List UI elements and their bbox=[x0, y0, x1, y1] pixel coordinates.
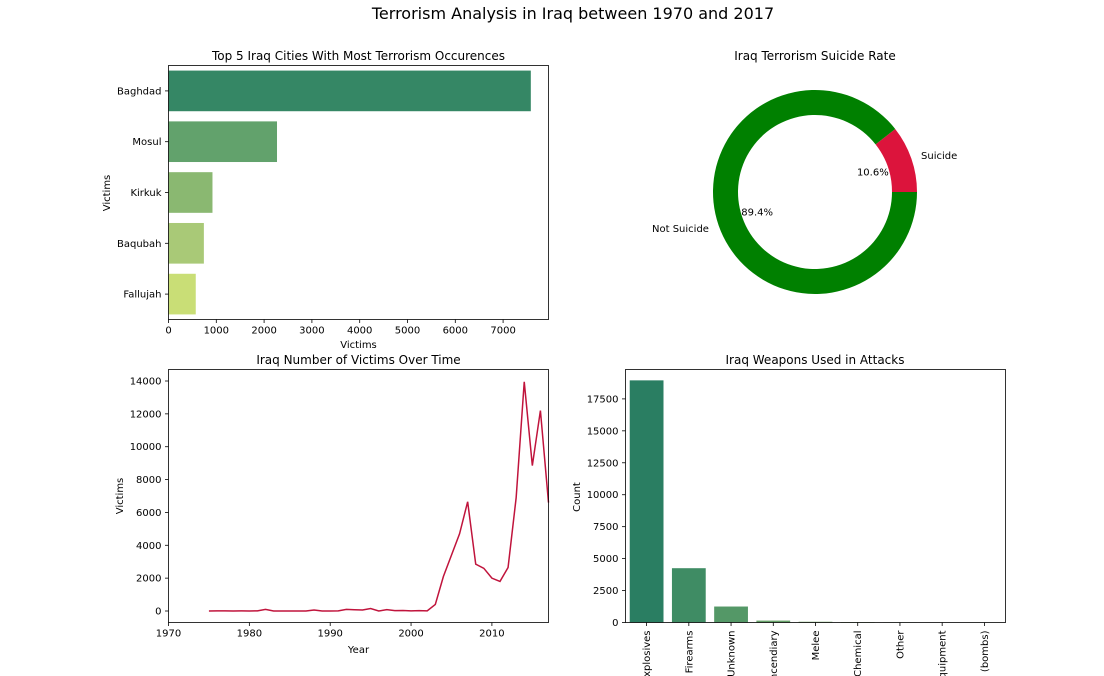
weapon-label: Equipment bbox=[938, 630, 949, 676]
donut-label: Not Suicide bbox=[652, 224, 709, 235]
donut-label: Suicide bbox=[921, 151, 957, 162]
city-bar bbox=[168, 121, 278, 163]
weapons-chart-frame bbox=[625, 369, 1006, 623]
weapon-bar bbox=[756, 620, 791, 623]
city-bar bbox=[168, 70, 531, 112]
x-tick-label: 3000 bbox=[299, 326, 324, 337]
x-tick-label: 2000 bbox=[398, 629, 423, 640]
victims-chart-xlabel: Year bbox=[347, 645, 370, 656]
x-tick-label: 2010 bbox=[479, 629, 504, 640]
weapon-label: Other bbox=[895, 630, 906, 659]
y-tick-label: 2500 bbox=[593, 586, 618, 597]
y-tick-label: 4000 bbox=[136, 541, 161, 552]
city-label: Fallujah bbox=[123, 290, 161, 301]
y-tick-label: 12000 bbox=[130, 409, 162, 420]
victims-chart-ylabel: Victims bbox=[115, 478, 126, 515]
city-label: Kirkuk bbox=[130, 188, 161, 199]
y-tick-label: 15000 bbox=[587, 426, 619, 437]
x-tick-label: 0 bbox=[165, 326, 171, 337]
city-label: Baqubah bbox=[117, 239, 162, 250]
y-tick-label: 10000 bbox=[130, 442, 162, 453]
weapon-label: Explosives bbox=[642, 631, 653, 676]
cities-chart-title: Top 5 Iraq Cities With Most Terrorism Oc… bbox=[211, 49, 505, 63]
donut-pct: 89.4% bbox=[741, 208, 773, 219]
x-tick-label: 5000 bbox=[395, 326, 420, 337]
weapon-label: Firearms bbox=[684, 631, 695, 674]
y-tick-label: 12500 bbox=[587, 458, 619, 469]
cities-chart-xlabel: Victims bbox=[340, 340, 377, 351]
x-tick-label: 7000 bbox=[490, 326, 515, 337]
victims-chart: Iraq Number of Victims Over Time 1970 198… bbox=[115, 353, 550, 656]
y-tick-label: 0 bbox=[155, 607, 161, 618]
weapons-chart-ylabel: Count bbox=[572, 482, 583, 512]
victims-chart-frame bbox=[168, 369, 549, 623]
y-tick-label: 8000 bbox=[136, 475, 161, 486]
weapon-bar bbox=[671, 568, 706, 623]
weapon-label: Incendiary bbox=[769, 630, 780, 676]
city-bar bbox=[168, 273, 196, 315]
x-tick-label: 1990 bbox=[317, 629, 342, 640]
cities-chart: Top 5 Iraq Cities With Most Terrorism Oc… bbox=[102, 49, 549, 351]
city-label: Mosul bbox=[132, 137, 161, 148]
x-tick-label: 4000 bbox=[347, 326, 372, 337]
y-tick-label: 6000 bbox=[136, 508, 161, 519]
donut-slice bbox=[875, 128, 917, 192]
donut-slice bbox=[713, 90, 917, 294]
weapons-chart-title: Iraq Weapons Used in Attacks bbox=[726, 353, 905, 367]
city-bar bbox=[168, 222, 204, 264]
x-tick-label: 1980 bbox=[237, 629, 262, 640]
cities-chart-frame bbox=[168, 65, 549, 320]
victims-chart-title: Iraq Number of Victims Over Time bbox=[256, 353, 460, 367]
x-tick-label: 2000 bbox=[251, 326, 276, 337]
weapon-label: Unknown bbox=[727, 631, 738, 676]
y-tick-label: 14000 bbox=[130, 377, 162, 388]
y-tick-label: 7500 bbox=[593, 522, 618, 533]
donut-pct: 10.6% bbox=[857, 167, 889, 178]
city-bar bbox=[168, 172, 213, 213]
y-tick-label: 17500 bbox=[587, 394, 619, 405]
y-tick-label: 2000 bbox=[136, 574, 161, 585]
x-tick-label: 6000 bbox=[443, 326, 468, 337]
cities-chart-ylabel: Victims bbox=[102, 175, 113, 212]
city-label: Baghdad bbox=[117, 86, 162, 97]
suicide-chart-title: Iraq Terrorism Suicide Rate bbox=[734, 49, 896, 63]
weapon-bar bbox=[714, 606, 748, 623]
y-tick-label: 0 bbox=[612, 618, 618, 629]
weapon-label: Melee bbox=[811, 631, 822, 661]
weapon-label: Chemical bbox=[853, 631, 864, 676]
weapon-bar bbox=[629, 380, 664, 623]
victims-line bbox=[208, 381, 550, 612]
y-tick-label: 5000 bbox=[593, 554, 618, 565]
weapon-label: (bombs) bbox=[980, 630, 991, 672]
page-title: Terrorism Analysis in Iraq between 1970 … bbox=[371, 4, 775, 23]
x-tick-label: 1970 bbox=[156, 629, 181, 640]
suicide-chart: Iraq Terrorism Suicide Rate Suicide 10.6%… bbox=[652, 49, 957, 294]
y-tick-label: 10000 bbox=[587, 490, 619, 501]
x-tick-label: 1000 bbox=[204, 326, 229, 337]
weapons-chart: Iraq Weapons Used in Attacks Explosives F… bbox=[572, 353, 1006, 676]
